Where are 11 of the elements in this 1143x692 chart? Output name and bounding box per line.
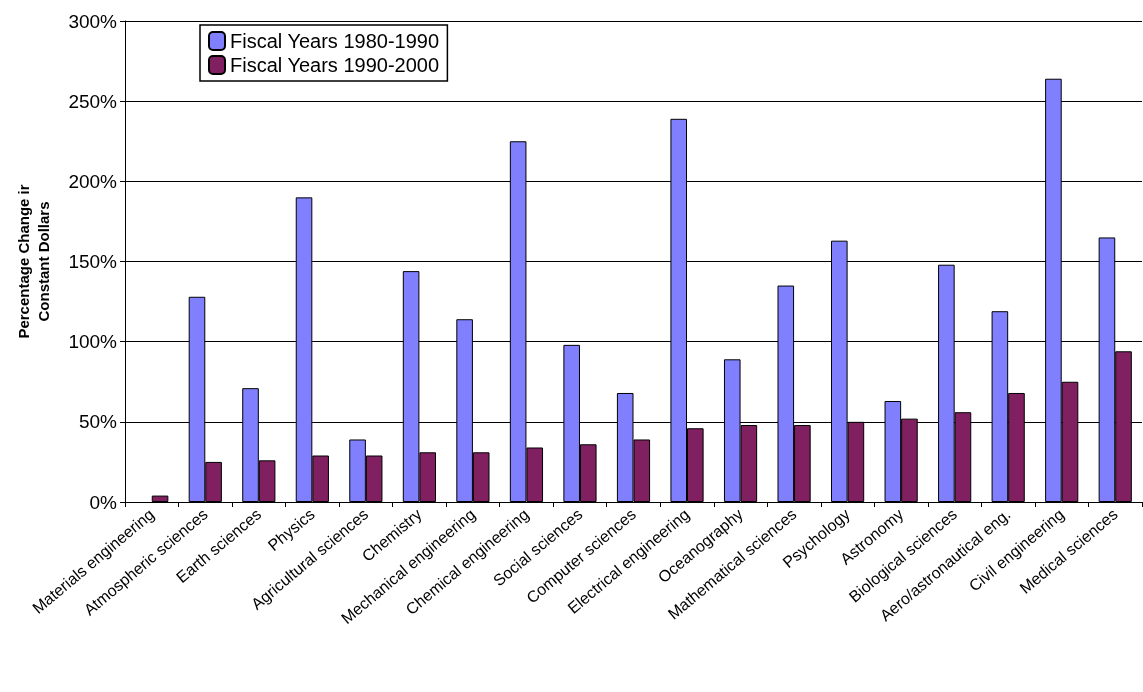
y-tick-label: 300% xyxy=(68,10,118,32)
y-tick-label: 150% xyxy=(68,251,118,272)
bar xyxy=(151,495,169,502)
y-tick-label: 50% xyxy=(78,411,118,433)
legend-label: Fiscal Years 1980-1990 xyxy=(230,30,440,52)
legend-label: Fiscal Years 1990-2000 xyxy=(230,54,440,76)
y-tick-label: 200% xyxy=(68,170,118,192)
y-axis-title: Percentage Change ir Constant Dollars xyxy=(14,184,52,339)
y-tick-label: 0% xyxy=(89,491,118,513)
y-tick-label: 100% xyxy=(68,331,118,353)
y-tick-label: 250% xyxy=(68,90,118,112)
